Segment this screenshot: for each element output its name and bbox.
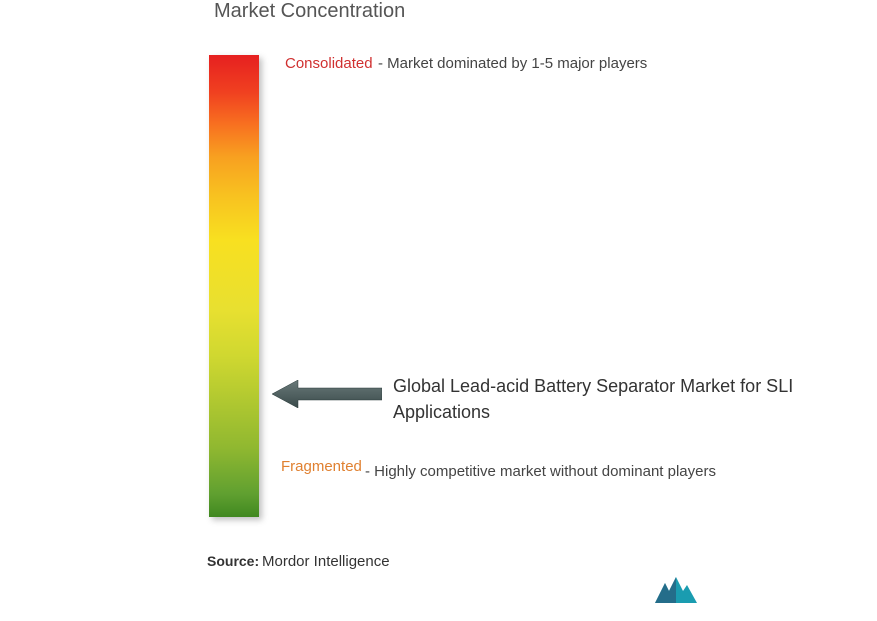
market-name-label: Global Lead-acid Battery Separator Marke… xyxy=(393,373,833,425)
fragmented-description: - Highly competitive market without domi… xyxy=(365,458,725,487)
consolidated-description: - Market dominated by 1-5 major players xyxy=(378,55,647,72)
consolidated-label: Consolidated xyxy=(285,55,373,72)
fragmented-label: Fragmented xyxy=(281,458,362,475)
mordor-logo-icon xyxy=(655,577,697,603)
page-title: Market Concentration xyxy=(214,0,405,23)
source-value: Mordor Intelligence xyxy=(262,553,390,570)
position-arrow-icon xyxy=(272,380,382,408)
concentration-gradient-bar xyxy=(209,55,259,517)
source-label: Source: xyxy=(207,553,259,569)
